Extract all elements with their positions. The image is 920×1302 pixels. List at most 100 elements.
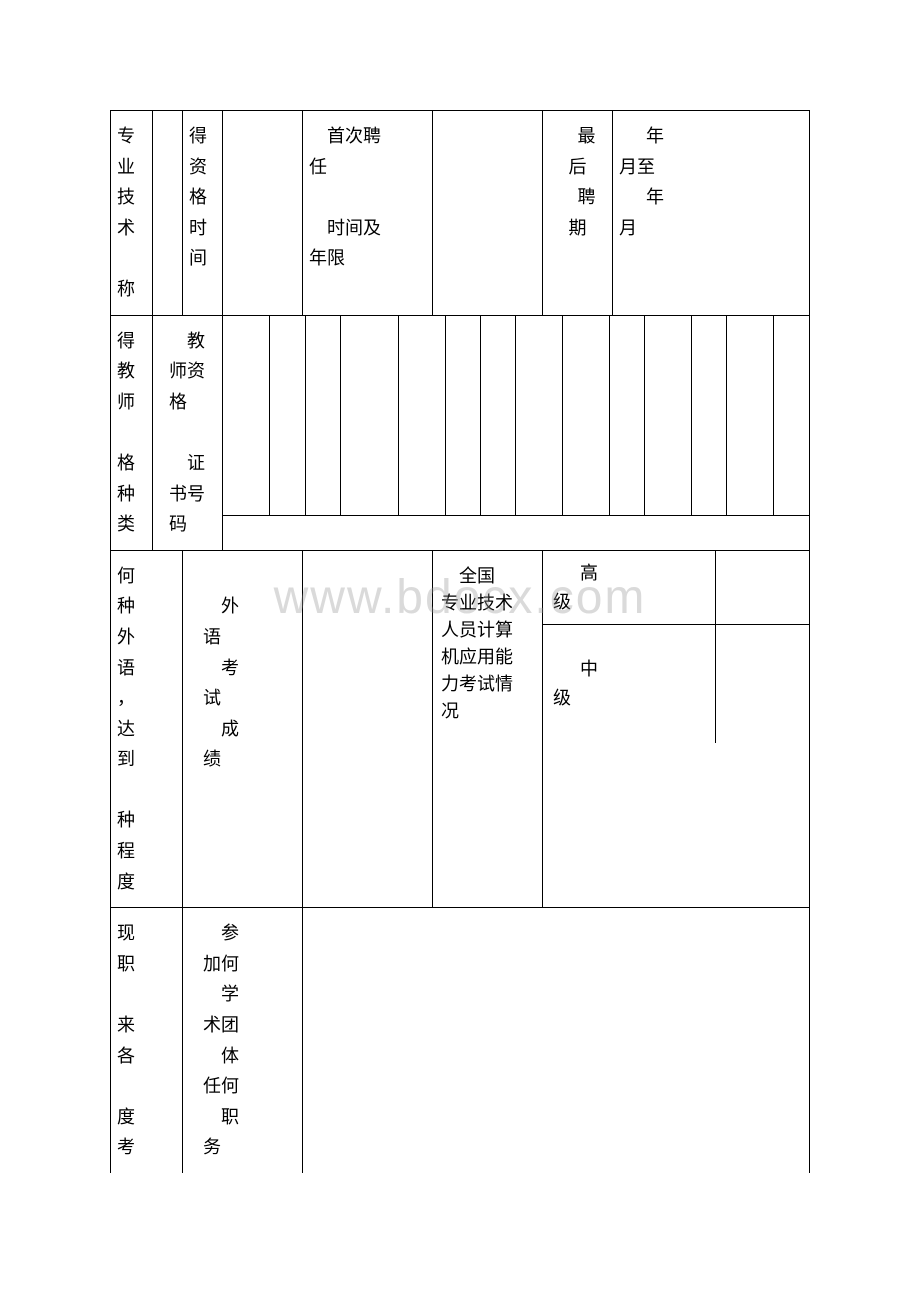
label (117, 417, 122, 448)
label: 年 (619, 121, 664, 152)
label: 参 (203, 918, 239, 949)
table-row: 何 种 外 语 ， 达 到 种 程 度 外 语 (111, 550, 810, 908)
label: 体 (203, 1041, 239, 1072)
label: 考 (203, 653, 239, 684)
label: 称 (117, 274, 135, 305)
label: 中 (553, 659, 598, 679)
label: 术 (117, 213, 135, 244)
main-form-table: 专 业 技 术 称 得 资 格 时 间 (110, 110, 810, 1173)
label: 格 (169, 387, 187, 418)
cell-empty (692, 316, 727, 516)
cell-r3-right: 高 级 中 级 (543, 550, 810, 908)
label: ， (117, 683, 135, 714)
label: 加何 (203, 949, 239, 980)
label: 得 (117, 326, 135, 357)
label: 教 (117, 356, 135, 387)
label: 最 (560, 121, 596, 152)
subgrid-levels: 高 级 中 级 (543, 551, 809, 743)
label: 人员计算 (441, 617, 513, 644)
label: 师资 (169, 356, 205, 387)
cell-empty (303, 908, 810, 1173)
label (203, 561, 208, 592)
label: 业 (117, 152, 135, 183)
label: 到 (117, 744, 135, 775)
label: 高 (553, 563, 598, 583)
cell-r1-c1: 专 业 技 术 称 (111, 111, 153, 316)
table-row: 现 职 来 各 度 考 参 加何 学 术团 体 (111, 908, 810, 1173)
label: 期 (569, 213, 587, 244)
label: 来 (117, 1010, 135, 1041)
cell-r4-c1: 现 职 来 各 度 考 (111, 908, 183, 1173)
label: 得 (189, 121, 207, 152)
label: 级 (553, 592, 571, 612)
cell-empty (774, 316, 809, 516)
label: 全国 (441, 563, 495, 590)
label (117, 979, 122, 1010)
cell-empty (270, 316, 305, 516)
label: 首次聘 (309, 121, 381, 152)
label: 达 (117, 714, 135, 745)
label: 各 (117, 1041, 135, 1072)
label: 类 (117, 509, 135, 540)
label: 任何 (203, 1071, 239, 1102)
label: 后 (569, 152, 587, 183)
label: 证 (169, 448, 205, 479)
label: 专 (117, 121, 135, 152)
label: 语 (203, 622, 221, 653)
cell-r2-c2: 教 师资 格 证 书号 码 (153, 315, 223, 550)
cell-level-high: 高 级 (543, 551, 716, 625)
label: 学 (203, 979, 239, 1010)
label (117, 243, 122, 274)
label: 师 (117, 387, 135, 418)
label: 务 (203, 1132, 221, 1163)
label: 外 (203, 591, 239, 622)
cell-empty (610, 316, 645, 516)
cell-empty (223, 316, 270, 516)
cell-empty (153, 111, 183, 316)
label: 任 (309, 152, 327, 183)
label: 专业技术 (441, 590, 513, 617)
label: 年限 (309, 243, 345, 274)
label: 时 (189, 213, 207, 244)
label (169, 417, 174, 448)
cell-empty (303, 550, 433, 908)
cell-r1-c7: 最 后 聘 期 (543, 111, 613, 316)
cell-empty (727, 316, 774, 516)
table-row: 得 教 师 格 种 类 教 师资 格 证 书号 码 (111, 315, 810, 550)
cell-empty (446, 316, 481, 516)
cell-empty (716, 625, 809, 743)
cell-r3-c1: 何 种 外 语 ， 达 到 种 程 度 (111, 550, 183, 908)
label: 职 (203, 1102, 239, 1133)
cell-r2-grid (223, 315, 810, 550)
label: 间 (189, 243, 207, 274)
cell-empty (340, 316, 399, 516)
label: 教 (169, 326, 205, 357)
cell-empty (305, 316, 340, 516)
cell-r3-c4: 全国 专业技术 人员计算 机应用能 力考试情 况 (433, 550, 543, 908)
cell-empty (433, 111, 543, 316)
subgrid (223, 316, 809, 517)
cell-r4-c2: 参 加何 学 术团 体 任何 职 务 (183, 908, 303, 1173)
label: 资 (189, 152, 207, 183)
label: 术团 (203, 1010, 239, 1041)
label: 聘 (560, 182, 596, 213)
label: 职 (117, 949, 135, 980)
label: 绩 (203, 744, 221, 775)
label: 机应用能 (441, 644, 513, 671)
label: 种 (117, 591, 135, 622)
label: 考 (117, 1132, 135, 1163)
cell-r1-c3: 得 资 格 时 间 (183, 111, 223, 316)
label: 时间及 (309, 213, 381, 244)
label: 格 (117, 448, 135, 479)
label: 月至 (619, 152, 655, 183)
label: 现 (117, 918, 135, 949)
label: 外 (117, 622, 135, 653)
cell-r1-c8: 年 月至 年 月 (613, 111, 810, 316)
label: 试 (203, 683, 221, 714)
form-page: 专 业 技 术 称 得 资 格 时 间 (110, 110, 810, 1173)
label: 码 (169, 509, 187, 540)
label: 种 (117, 805, 135, 836)
label: 度 (117, 867, 135, 898)
label (117, 775, 122, 806)
cell-empty (399, 316, 446, 516)
